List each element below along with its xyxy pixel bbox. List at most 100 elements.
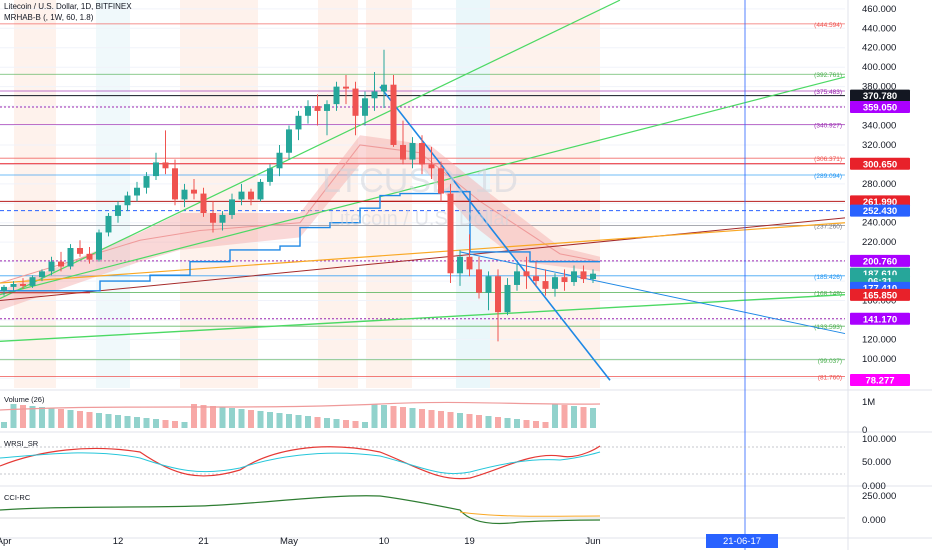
volume-bar	[229, 408, 235, 428]
volume-bar	[571, 406, 577, 428]
candle-body	[1, 286, 7, 291]
volume-bar	[561, 405, 568, 428]
candle-body	[485, 276, 492, 293]
price-badge	[850, 288, 910, 301]
candle-body	[276, 152, 283, 169]
price-tick: 380.000	[862, 82, 896, 93]
crosshair-time-text: 21-06-17	[723, 536, 761, 547]
candle-body	[39, 271, 45, 278]
price-tick: 160.000	[862, 296, 896, 307]
volume-bar	[115, 415, 121, 428]
trend-lines	[0, 0, 846, 550]
candle-body	[533, 276, 539, 282]
volume-bar	[466, 414, 473, 428]
price-badge-text: 252.430	[863, 206, 897, 217]
pane-tick: 250.000	[862, 491, 896, 502]
candle-body	[77, 248, 83, 254]
volume-bar	[343, 420, 349, 428]
volume-bar	[153, 419, 159, 428]
volume-bar	[447, 412, 454, 428]
indicator-panes	[0, 401, 845, 525]
indicator-title[interactable]: MRHAB-B (, 1W, 60, 1.8)	[4, 13, 94, 22]
volume-bar	[172, 421, 178, 428]
volume-bar	[504, 418, 511, 428]
volume-bar	[457, 413, 463, 428]
fib-label: (340.927)	[814, 123, 842, 130]
volume-bar	[381, 405, 387, 428]
price-badge-text: 200.760	[863, 256, 897, 267]
volume-bar	[419, 409, 425, 428]
candle-body	[409, 143, 416, 160]
volume-bar	[210, 406, 216, 428]
candle-body	[561, 277, 568, 283]
volume-bar	[134, 417, 140, 428]
candle-body	[162, 162, 169, 169]
volume-ma	[0, 401, 601, 411]
price-badge-text: 187.610	[863, 269, 897, 280]
candle-body	[362, 98, 368, 116]
volume-bar	[333, 419, 340, 428]
time-tick: 10	[379, 536, 390, 547]
price-badge	[850, 157, 910, 170]
pane-tick: 50.000	[862, 457, 891, 468]
volume-bar	[1, 422, 7, 428]
volume-bar	[409, 408, 416, 428]
volume-bar	[48, 408, 55, 428]
candle-body	[571, 271, 577, 283]
volume-bar	[10, 404, 17, 428]
candle-body	[438, 168, 444, 194]
price-tick: 420.000	[862, 43, 896, 54]
fib-label: (237.260)	[814, 223, 842, 230]
fib-label: (99.037)	[818, 358, 842, 365]
volume-bar	[362, 422, 368, 428]
volume-bar	[533, 421, 539, 428]
candle-body	[504, 284, 511, 313]
time-axis[interactable]: Apr 12 21 May 10 19 Jun 21-06-17	[0, 534, 778, 548]
candle-body	[257, 181, 264, 200]
candle-body	[124, 195, 131, 206]
candle-body	[381, 84, 387, 92]
volume-bar	[276, 413, 283, 428]
candle-body	[523, 271, 530, 277]
bg-band	[14, 0, 56, 388]
candle-body	[390, 84, 397, 145]
fib-label: (289.094)	[814, 173, 842, 180]
price-tick: 400.000	[862, 62, 896, 73]
watermark-name: Litecoin / U.S. Dollar	[329, 208, 512, 230]
price-tick: 100.000	[862, 354, 896, 365]
price-axis[interactable]: 460.000440.000420.000400.000380.000360.0…	[4, 4, 910, 526]
pane-tick: 0.000	[862, 481, 886, 492]
cci-signal	[459, 511, 601, 517]
volume-bar	[105, 414, 112, 428]
symbol-title[interactable]: Litecoin / U.S. Dollar, 1D, BITFINEX	[4, 2, 132, 11]
candle-body	[400, 144, 406, 160]
volume-bar	[29, 406, 36, 428]
volume-bar	[371, 404, 378, 428]
watermark-ticker: LTCUSD, 1D	[322, 162, 518, 200]
candle-body	[172, 168, 178, 200]
ha-band-mid	[0, 144, 601, 284]
volume-bar	[476, 415, 482, 428]
price-tick: 320.000	[862, 140, 896, 151]
price-tick: 240.000	[862, 218, 896, 229]
candle-body	[219, 214, 226, 223]
volume-bar	[295, 415, 302, 428]
volume-bar	[286, 414, 292, 428]
trend-line	[0, 217, 846, 302]
candle-body	[419, 143, 425, 165]
volume-bar	[428, 410, 435, 428]
candle-body	[153, 162, 159, 177]
fib-label: (81.760)	[818, 375, 842, 382]
volume-bar	[86, 412, 93, 428]
time-tick: May	[280, 536, 298, 547]
candle-body	[191, 189, 197, 194]
cci-line	[0, 495, 601, 525]
volume-bar	[438, 411, 444, 428]
volume-bar	[77, 411, 83, 428]
pane-tick: 0	[862, 425, 867, 436]
volume-bar	[495, 417, 501, 428]
watermark: LTCUSD, 1D Litecoin / U.S. Dollar	[322, 162, 518, 230]
